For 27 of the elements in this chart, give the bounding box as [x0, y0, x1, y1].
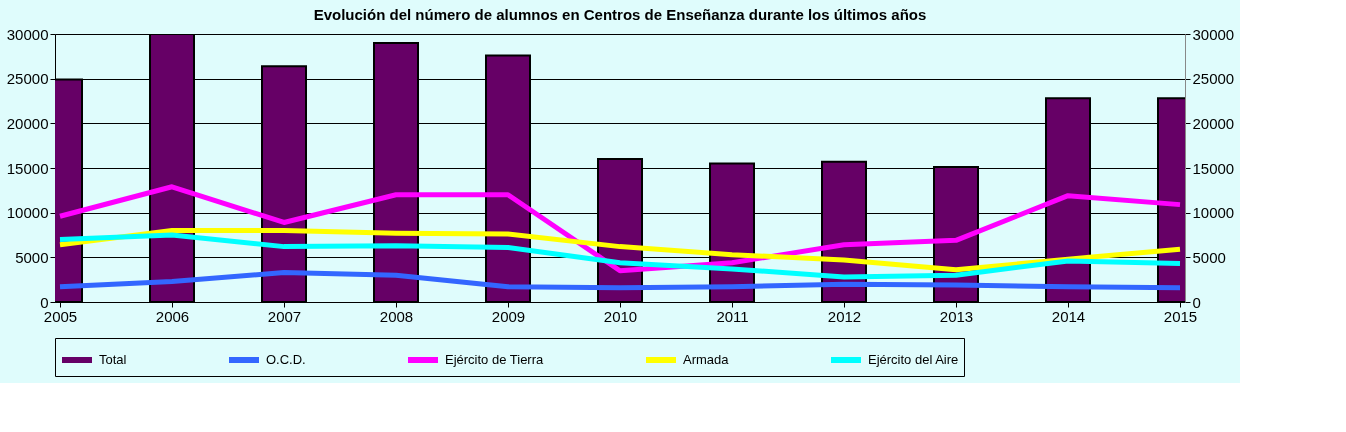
x-tick-label: 2008: [379, 307, 414, 325]
y-tick-label: 20000: [6, 114, 49, 132]
y-tick-label: 30000: [6, 25, 49, 43]
x-tick-label: 2009: [491, 307, 526, 325]
y2-tick-label: 5000: [1192, 248, 1226, 266]
x-tick-label: 2013: [939, 307, 974, 325]
x-tick-label: 2006: [155, 307, 190, 325]
chart-title: Evolución del número de alumnos en Centros de Enseñanza durante los últimos años: [313, 6, 927, 23]
y-tick-label: 15000: [6, 159, 49, 177]
x-tick-label: 2014: [1051, 307, 1086, 325]
legend-label: Ejército de Tierra: [445, 352, 545, 367]
y2-tick-label: 15000: [1192, 159, 1235, 177]
y-tick-label: 5000: [15, 248, 49, 266]
legend-label: Armada: [683, 352, 730, 367]
y-tick-label: 10000: [6, 204, 49, 222]
legend-label: O.C.D.: [266, 352, 306, 367]
y2-tick-label: 30000: [1192, 25, 1235, 43]
x-tick-label: 2007: [267, 307, 302, 325]
y-tick-label: 25000: [6, 70, 49, 88]
legend-label: Total: [99, 352, 127, 367]
y2-tick-label: 20000: [1192, 114, 1235, 132]
x-tick-label: 2012: [827, 307, 862, 325]
x-tick-label: 2010: [603, 307, 638, 325]
y2-tick-label: 25000: [1192, 70, 1235, 88]
y2-tick-label: 10000: [1192, 204, 1235, 222]
x-tick-label: 2011: [716, 307, 749, 325]
legend-label: Ejército del Aire: [868, 352, 959, 367]
